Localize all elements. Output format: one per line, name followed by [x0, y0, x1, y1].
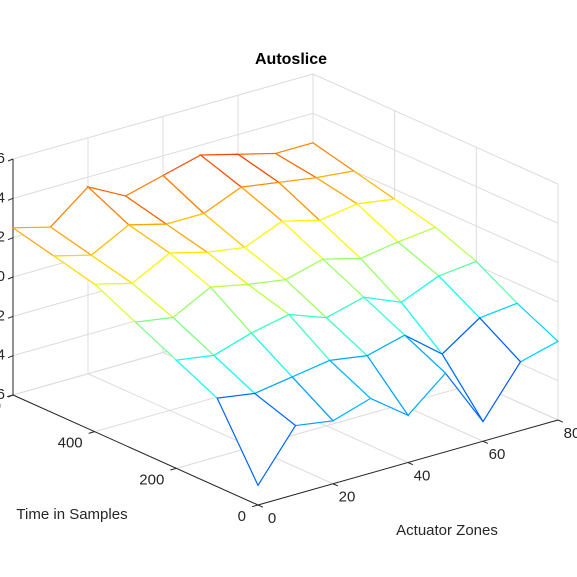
z-tick-label: 4 [0, 189, 5, 206]
x-tick-label: 20 [339, 489, 356, 506]
x-tick [407, 462, 414, 466]
z-tick-label: 2 [0, 229, 5, 246]
z-tick-label: -6 [0, 386, 5, 403]
y-tick [88, 431, 95, 434]
y-tick-label: 600 [0, 398, 1, 415]
z-tick [7, 394, 14, 398]
grid-line [312, 112, 559, 224]
x-tick-label: 0 [268, 510, 276, 527]
y-tick [170, 467, 177, 471]
mesh-cell [216, 392, 297, 487]
z-tick [7, 315, 14, 319]
y-tick-label: 200 [139, 471, 164, 488]
chart-title: Autoslice [255, 51, 327, 68]
x-tick-label: 80 [564, 425, 577, 442]
x-tick [557, 419, 564, 423]
axis-line [12, 394, 259, 506]
z-tick [7, 276, 14, 280]
z-tick-label: -4 [0, 347, 5, 364]
z-tick [7, 237, 14, 241]
grid-line [87, 373, 334, 485]
z-tick-label: 0 [0, 268, 5, 285]
grid-line [176, 382, 477, 469]
y-tick-label: 400 [58, 435, 83, 452]
x-tick [482, 440, 489, 444]
z-tick-label: -2 [0, 307, 5, 324]
z-tick [7, 355, 14, 359]
y-tick-label: 0 [238, 508, 246, 525]
y-axis-label: Time in Samples [16, 506, 127, 523]
z-tick [7, 158, 14, 162]
z-tick-label: 6 [0, 150, 5, 167]
x-tick-label: 40 [414, 467, 431, 484]
grid-line [312, 73, 559, 185]
z-tick [7, 197, 14, 201]
x-axis-label: Actuator Zones [396, 522, 498, 539]
x-tick [257, 504, 264, 508]
y-tick [251, 504, 259, 508]
x-tick [332, 483, 339, 487]
x-tick-label: 60 [489, 446, 506, 463]
